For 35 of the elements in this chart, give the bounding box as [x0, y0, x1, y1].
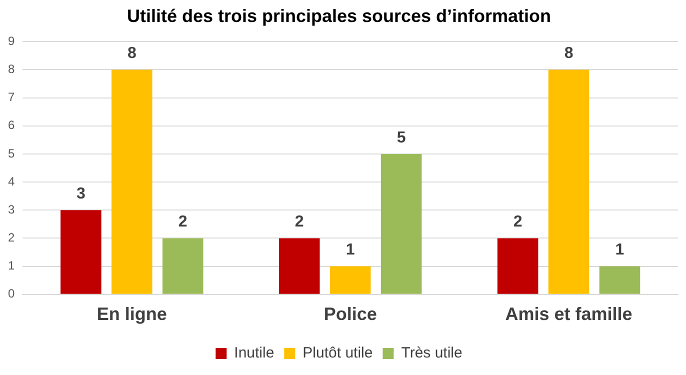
bar — [60, 210, 102, 294]
bar — [497, 238, 538, 294]
data-label: 2 — [513, 214, 522, 231]
x-tick-label: En ligne — [96, 304, 167, 324]
bar — [162, 238, 204, 294]
data-label: 3 — [76, 186, 86, 203]
data-label: 8 — [564, 45, 574, 62]
y-tick-label: 6 — [8, 118, 15, 132]
bar — [330, 266, 371, 294]
legend-label: Très utile — [401, 344, 462, 362]
bar — [380, 154, 422, 294]
data-label: 2 — [178, 214, 188, 231]
legend-label: Inutile — [234, 344, 274, 362]
y-tick-label: 7 — [8, 90, 15, 104]
y-tick-label: 9 — [8, 34, 15, 48]
x-tick-label: Police — [324, 304, 377, 324]
y-tick-label: 5 — [8, 146, 15, 160]
y-tick-label: 3 — [8, 202, 15, 216]
data-label: 5 — [396, 129, 406, 146]
y-tick-label: 2 — [8, 230, 15, 245]
y-tick-label: 0 — [8, 286, 15, 301]
data-label: 2 — [294, 214, 304, 231]
data-label: 1 — [615, 242, 624, 259]
bar — [599, 266, 640, 294]
y-tick-label: 4 — [8, 174, 15, 188]
bar — [548, 70, 590, 294]
bar — [112, 70, 152, 294]
bar — [278, 238, 320, 294]
chart-title: Utilité des trois principales sources d’information — [126, 6, 552, 26]
data-label: 1 — [346, 242, 355, 259]
x-tick-label: Amis et famille — [505, 304, 632, 324]
y-tick-label: 8 — [8, 62, 15, 76]
y-tick-label: 1 — [8, 258, 15, 273]
legend-label: Plutôt utile — [302, 344, 373, 362]
data-label: 8 — [127, 45, 136, 62]
